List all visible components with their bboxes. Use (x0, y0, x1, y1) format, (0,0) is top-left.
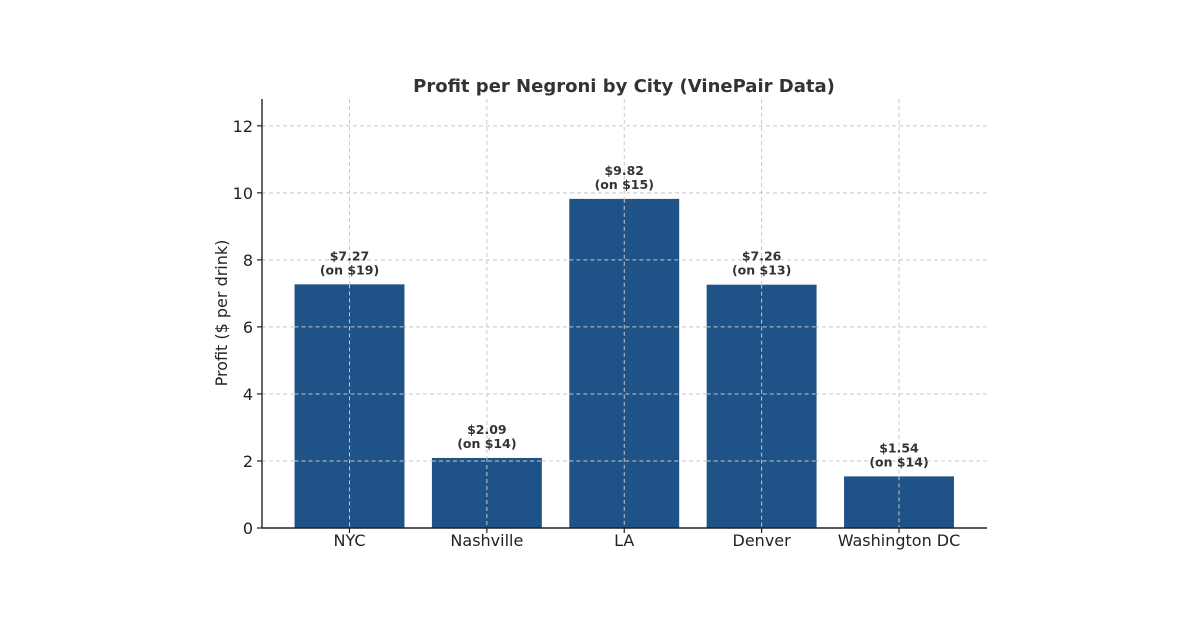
chart-title: Profit per Negroni by City (VinePair Dat… (413, 76, 835, 97)
bar-value-label: $7.27 (330, 248, 370, 263)
x-tick-label: Nashville (450, 531, 523, 550)
bar-value-label: $7.26 (742, 249, 782, 264)
x-tick-label: Washington DC (838, 531, 961, 550)
axes (257, 99, 987, 533)
y-tick-label: 2 (243, 452, 253, 471)
x-tick-label: LA (614, 531, 634, 550)
y-tick-label: 8 (243, 251, 253, 270)
x-tick-label: NYC (333, 531, 365, 550)
y-tick-label: 4 (243, 385, 253, 404)
bar-price-label: (on $13) (732, 263, 791, 278)
bar-price-label: (on $14) (457, 436, 516, 451)
y-tick-label: 12 (233, 117, 253, 136)
bar-price-label: (on $19) (320, 262, 379, 277)
bar-value-label: $1.54 (879, 440, 919, 455)
y-tick-label: 10 (233, 184, 253, 203)
bars (294, 198, 954, 528)
bar-price-label: (on $15) (595, 177, 654, 192)
bar-value-label: $9.82 (604, 163, 644, 178)
x-tick-label: Denver (733, 531, 792, 550)
y-tick-label: 0 (243, 519, 253, 538)
bar-price-label: (on $14) (869, 454, 928, 469)
y-axis-label: Profit ($ per drink) (212, 240, 231, 387)
y-tick-label: 6 (243, 318, 253, 337)
bar-value-label: $2.09 (467, 422, 507, 437)
labels: 0 2 4 6 8 10 12 NYC Nashville LA Denver Washington … (233, 117, 961, 550)
